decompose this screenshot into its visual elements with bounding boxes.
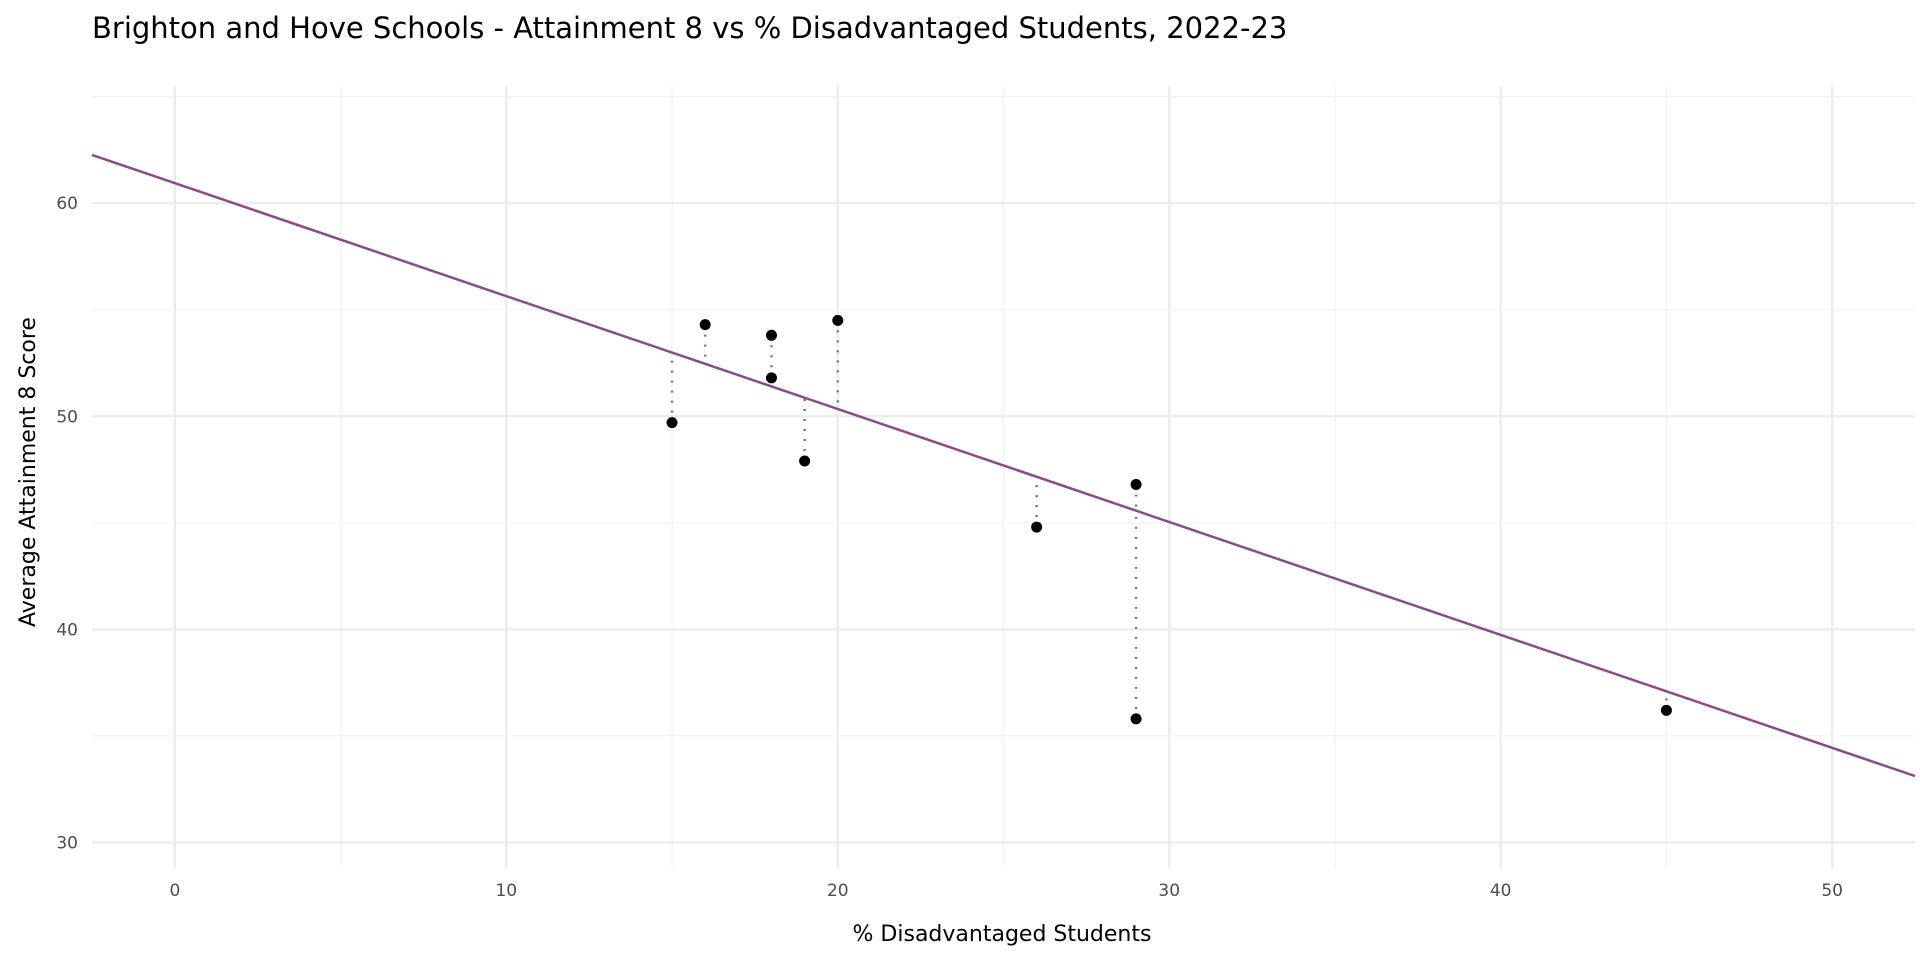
y-tick-label: 30 [56, 833, 78, 853]
data-point [799, 455, 811, 467]
data-point [666, 417, 678, 429]
y-tick-label: 50 [56, 407, 78, 427]
y-axis-label: Average Attainment 8 Score [16, 317, 41, 627]
data-point [832, 314, 844, 326]
data-point [1130, 478, 1142, 490]
x-tick-label: 40 [1490, 881, 1512, 901]
regression-line [91, 153, 1916, 778]
x-tick-label: 50 [1821, 881, 1843, 901]
data-point [1130, 713, 1142, 725]
y-ticks: 30 40 50 60 [56, 194, 78, 853]
x-tick-label: 30 [1158, 881, 1180, 901]
x-ticks: 0 10 20 30 40 50 [169, 881, 1843, 901]
data-point [765, 329, 777, 341]
grid [92, 86, 1915, 868]
data-point [699, 319, 711, 331]
x-axis-label: % Disadvantaged Students [853, 922, 1152, 947]
x-tick-label: 0 [169, 881, 180, 901]
y-tick-label: 40 [56, 620, 78, 640]
points [666, 314, 1672, 725]
data-point [765, 372, 777, 384]
chart-title: Brighton and Hove Schools - Attainment 8… [92, 11, 1287, 45]
x-tick-label: 10 [495, 881, 517, 901]
data-point [1660, 704, 1672, 716]
x-tick-label: 20 [827, 881, 849, 901]
y-tick-label: 60 [56, 194, 78, 214]
data-point [1031, 521, 1043, 533]
